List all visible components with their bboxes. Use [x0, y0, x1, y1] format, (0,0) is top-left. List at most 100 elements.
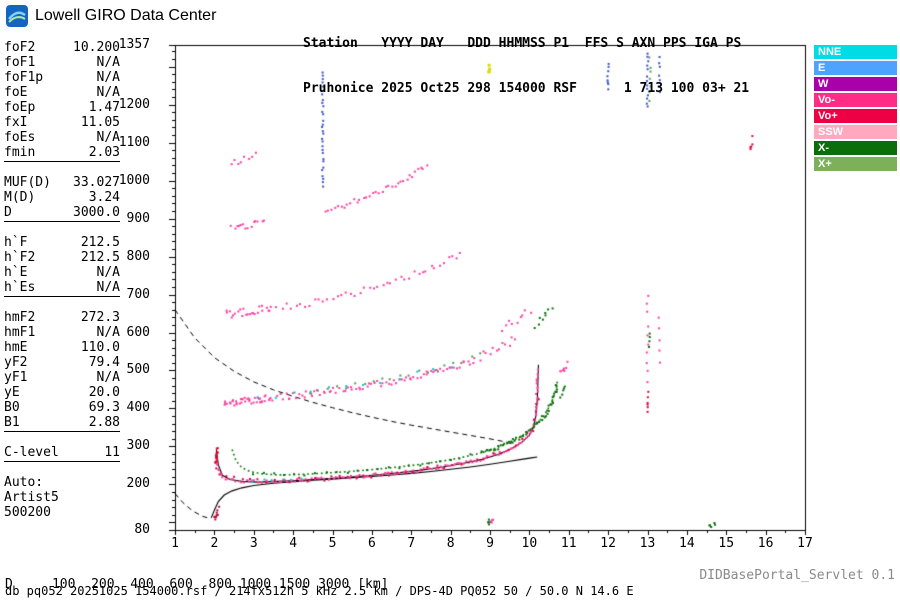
parameter-label: D [4, 205, 12, 220]
parameter-row-clevel: C-level 11 [4, 445, 120, 460]
parameter-row-artist5: Artist5 [4, 490, 120, 505]
x-axis-tick-label: 14 [679, 536, 695, 551]
legend-item-w: W [814, 77, 897, 91]
y-axis-tick-label: 1357 [118, 37, 150, 52]
parameter-row-b1: B1 2.88 [4, 415, 120, 430]
x-axis-tick-label: 8 [446, 536, 455, 551]
parameter-row-auto: Auto: [4, 475, 120, 490]
legend-item-nne: NNE [814, 45, 897, 59]
legend-item-ssw: SSW [814, 125, 897, 139]
y-axis-tick-label: 200 [126, 476, 150, 492]
parameter-value: 2.88 [88, 415, 120, 430]
x-axis-tick-label: 6 [367, 536, 376, 551]
distance-row: D 100 200 400 600 800 1000 1500 3000 [km… [5, 577, 389, 592]
parameter-row-hmf2: hmF2 272.3 [4, 310, 120, 325]
parameter-label: fmin [4, 145, 36, 160]
parameter-group: hmF2 272.3 hmF1 N/A hmE 110.0 yF2 79.4 yF1 N/A yE 2… [4, 310, 120, 432]
parameter-row-d: D 3000.0 [4, 205, 120, 220]
x-axis-tick-label: 11 [560, 536, 577, 551]
parameter-value: 33.027 [73, 175, 120, 190]
parameter-value: 79.4 [88, 355, 120, 370]
x-axis-tick-label: 2 [210, 536, 219, 551]
y-axis-tick-label: 1200 [118, 96, 150, 112]
parameter-label: fxI [4, 115, 28, 130]
parameter-label: hmF2 [4, 310, 36, 325]
y-axis-tick-label: 500 [126, 362, 150, 378]
x-axis-tick-label: 3 [249, 536, 258, 551]
parameter-label: 500200 [4, 505, 51, 520]
parameter-row-md: M(D) 3.24 [4, 190, 120, 205]
parameter-value: N/A [96, 370, 120, 385]
x-axis-tick-label: 13 [639, 536, 656, 551]
x-axis-tick-label: 10 [521, 536, 538, 551]
lgdc-logo-icon [6, 5, 28, 27]
parameter-value: 3000.0 [73, 205, 120, 220]
parameter-label: hmF1 [4, 325, 36, 340]
parameter-value: N/A [96, 85, 120, 100]
parameter-label: h`E [4, 265, 28, 280]
parameter-value: 212.5 [80, 250, 120, 265]
parameter-row-hme: hmE 110.0 [4, 340, 120, 355]
x-axis-tick-label: 1 [171, 536, 179, 551]
parameter-value: 272.3 [80, 310, 120, 325]
parameter-row-fxi: fxI 11.05 [4, 115, 120, 130]
parameter-row-yf2: yF2 79.4 [4, 355, 120, 370]
station-header: Station YYYY DAY DDD HHMMSS P1 FFS S AXN… [303, 6, 749, 126]
parameter-row-hmf1: hmF1 N/A [4, 325, 120, 340]
parameter-group: Auto: Artist5 500200 [4, 475, 120, 521]
parameter-value: 11.05 [80, 115, 120, 130]
parameter-value: 11 [104, 445, 120, 460]
y-axis-tick-label: 400 [126, 400, 150, 416]
x-axis-tick-label: 7 [407, 536, 416, 551]
parameter-group: MUF(D) 33.027 M(D) 3.24 D 3000.0 [4, 175, 120, 222]
legend-item-x: X- [814, 141, 897, 155]
legend-item-vo: Vo+ [814, 109, 897, 123]
x-axis-tick-label: 4 [289, 536, 298, 551]
parameter-row-yf1: yF1 N/A [4, 370, 120, 385]
parameter-label: B1 [4, 415, 20, 430]
parameter-value: N/A [96, 70, 120, 85]
parameter-group: foF2 10.200 foF1 N/A foF1p N/A foE N/A foEp 1.47 f… [4, 40, 120, 162]
parameter-row-b0: B0 69.3 [4, 400, 120, 415]
legend-item-x: X+ [814, 157, 897, 171]
parameter-label: C-level [4, 445, 59, 460]
x-axis-tick-label: 12 [600, 536, 616, 551]
y-axis-tick-label: 900 [126, 210, 150, 226]
parameter-value: 2.03 [88, 145, 120, 160]
parameter-value: 1.47 [88, 100, 120, 115]
parameter-value: 212.5 [80, 235, 120, 250]
parameter-group: C-level 11 [4, 445, 120, 462]
parameter-label: foEp [4, 100, 36, 115]
parameter-label: Auto: [4, 475, 44, 490]
y-axis-tick-label: 1100 [118, 134, 150, 150]
parameter-label: yE [4, 385, 20, 400]
brand-title: Lowell GIRO Data Center [35, 7, 217, 24]
parameter-value: N/A [96, 130, 120, 145]
parameter-panel: foF2 10.200 foF1 N/A foF1p N/A foE N/A foEp 1.47 f… [4, 40, 120, 534]
parameter-row-foes: foEs N/A [4, 130, 120, 145]
parameter-label: foEs [4, 130, 36, 145]
parameter-row-fof1p: foF1p N/A [4, 70, 120, 85]
parameter-row-fof1: foF1 N/A [4, 55, 120, 70]
parameter-row-hes: h`Es N/A [4, 280, 120, 295]
parameter-label: MUF(D) [4, 175, 51, 190]
echo-legend: NNE E W Vo- Vo+ SSW X- X+ [814, 45, 897, 173]
parameter-label: yF2 [4, 355, 28, 370]
parameter-row-500200: 500200 [4, 505, 120, 520]
parameter-label: h`Es [4, 280, 36, 295]
parameter-value: 69.3 [88, 400, 120, 415]
parameter-label: foE [4, 85, 28, 100]
parameter-label: hmE [4, 340, 28, 355]
y-axis-tick-label: 80 [134, 522, 150, 537]
x-axis-tick-label: 16 [757, 536, 774, 551]
parameter-value: N/A [96, 265, 120, 280]
parameter-row-fof2: foF2 10.200 [4, 40, 120, 55]
parameter-value: N/A [96, 325, 120, 340]
parameter-label: yF1 [4, 370, 28, 385]
y-axis-tick-label: 700 [126, 286, 150, 302]
station-header-columns: Station YYYY DAY DDD HHMMSS P1 FFS S AXN… [303, 36, 742, 51]
parameter-row-hf2: h`F2 212.5 [4, 250, 120, 265]
parameter-value: 10.200 [73, 40, 120, 55]
parameter-row-foe: foE N/A [4, 85, 120, 100]
